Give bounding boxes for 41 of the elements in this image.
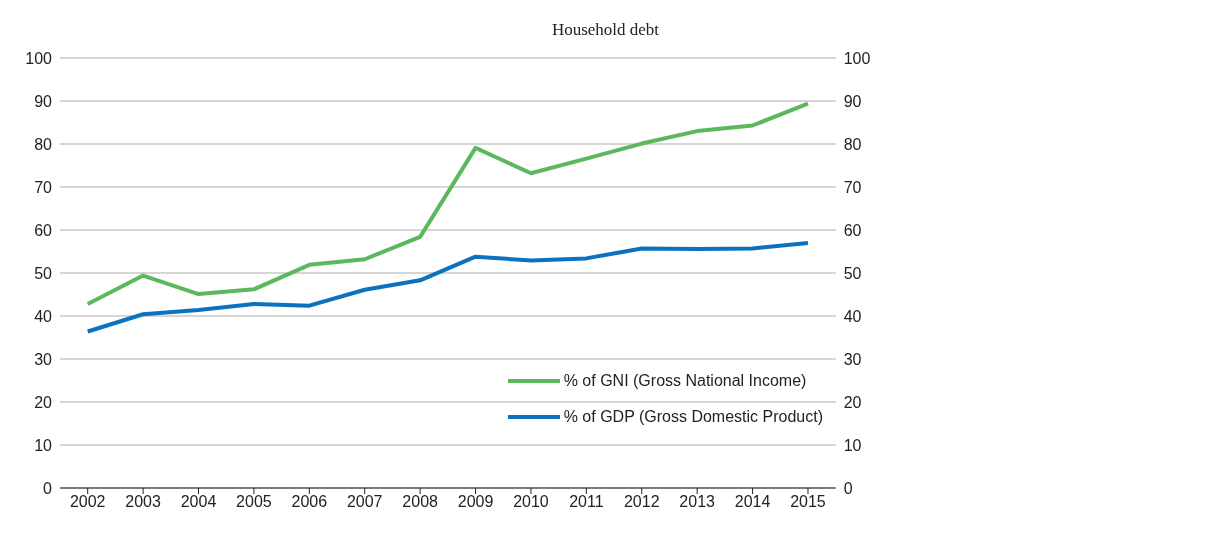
x-tick-label: 2009	[457, 493, 494, 511]
y2-tick-label: 80	[843, 135, 862, 153]
y2-tick-label: 0	[843, 479, 853, 497]
y-tick-label: 90	[34, 92, 53, 110]
chart-title: Household debt	[550, 19, 661, 41]
y2-tick-label: 70	[843, 178, 862, 196]
x-tick-label: 2011	[569, 493, 604, 511]
y-tick-label: 80	[34, 135, 53, 153]
y-tick-label: 50	[34, 264, 53, 282]
x-tick-label: 2002	[69, 493, 106, 511]
y-tick-label: 40	[34, 307, 53, 325]
y-tick-label: 10	[34, 436, 53, 454]
y2-tick-label: 10	[843, 436, 862, 454]
x-tick-label: 2004	[180, 493, 217, 511]
x-tick-label: 2006	[291, 493, 328, 511]
y-tick-label: 60	[34, 221, 53, 239]
y-tick-label: 100	[25, 49, 53, 67]
x-tick-label: 2008	[402, 493, 439, 511]
x-tick-label: 2015	[790, 493, 826, 511]
x-tick-label: 2007	[346, 493, 383, 511]
legend-label: % of GNI (Gross National Income)	[563, 372, 807, 390]
legend-label: % of GDP (Gross Domestic Product)	[563, 408, 823, 426]
line-series	[85, 101, 810, 306]
y2-tick-label: 20	[843, 393, 862, 411]
y-tick-label: 20	[34, 393, 53, 411]
x-tick-label: 2012	[623, 493, 660, 511]
y2-tick-label: 30	[843, 350, 862, 368]
y2-tick-label: 50	[843, 264, 862, 282]
y2-tick-label: 100	[843, 49, 871, 67]
y-tick-label: 70	[34, 178, 53, 196]
y2-tick-label: 40	[843, 307, 862, 325]
x-tick-label: 2010	[513, 493, 549, 511]
x-tick-label: 2003	[125, 493, 162, 511]
y2-tick-label: 60	[843, 221, 862, 239]
y-tick-label: 30	[34, 350, 53, 368]
x-tick-label: 2014	[734, 493, 771, 511]
y2-tick-label: 90	[843, 92, 862, 110]
y-tick-label: 0	[43, 479, 53, 497]
x-tick-label: 2013	[679, 493, 716, 511]
x-tick-label: 2005	[236, 493, 272, 511]
line-series	[85, 240, 810, 334]
